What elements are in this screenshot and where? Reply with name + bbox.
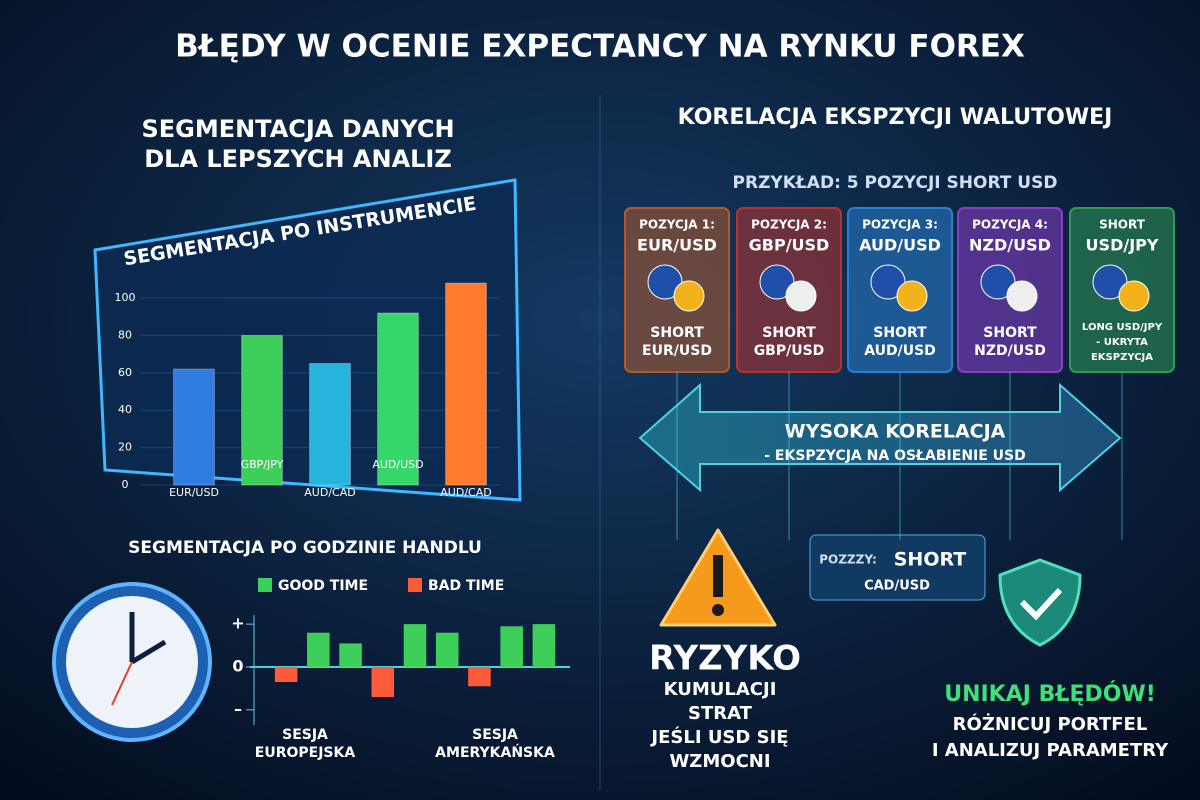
time-bar <box>371 667 395 697</box>
card-pair: EUR/USD <box>637 236 717 255</box>
time-bar <box>468 667 491 687</box>
bar <box>309 362 351 486</box>
time-bar <box>339 643 362 667</box>
risk-line: KUMULACJI <box>664 679 777 700</box>
flag <box>1118 280 1150 312</box>
card-pair: GBP/USD <box>749 236 830 255</box>
flag <box>1092 264 1128 300</box>
warning-icon <box>659 528 777 627</box>
time-bar <box>307 632 330 667</box>
session-label: SESJA <box>472 727 518 743</box>
time-bar <box>403 624 427 667</box>
avoid-line: I ANALIZUJ PARAMETRY <box>932 740 1169 761</box>
right-heading: KORELACJA EKSPZYCJI WALUTOWEJ <box>678 105 1113 130</box>
risk-line: STRAT <box>688 703 753 724</box>
risk-title: RYZYKO <box>649 639 801 679</box>
bar <box>173 368 215 486</box>
time-heading: SEGMENTACJA PO GODZINIE HANDLU <box>128 538 482 558</box>
correlation-arrow <box>638 382 1122 493</box>
summary-box <box>809 534 986 601</box>
legend-swatch <box>408 578 422 592</box>
x-tick-label: AUD/CAD <box>440 486 491 499</box>
y-tick-label: 100 <box>115 291 136 304</box>
avoid-title: UNIKAJ BŁĘDÓW! <box>944 681 1156 707</box>
y-tick-label: 0 <box>232 657 243 676</box>
card-bottom: EKSPZYCJA <box>1091 352 1153 363</box>
x-tick-label: EUR/USD <box>169 486 219 499</box>
bar <box>445 282 487 486</box>
y-tick-label: 80 <box>118 328 132 341</box>
legend-swatch <box>258 578 272 592</box>
bar <box>241 334 283 486</box>
time-bar <box>274 667 298 682</box>
card-top: POZYCJA 2: <box>751 218 827 232</box>
time-bar <box>532 624 556 667</box>
card-pair: AUD/USD <box>859 236 941 255</box>
session-label: AMERYKAŃSKA <box>435 743 555 761</box>
time-bar <box>500 626 523 667</box>
card-bottom: SHORT <box>873 325 927 341</box>
legend-label: GOOD TIME <box>278 578 368 594</box>
card-bottom: AUD/USD <box>864 343 936 359</box>
y-tick-label: 20 <box>118 441 132 454</box>
card-bottom: - UKRYTA <box>1096 337 1148 348</box>
main-title: BŁĘDY W OCENIE EXPECTANCY NA RYNKU FOREX <box>175 29 1025 65</box>
time-bar <box>435 632 459 667</box>
y-tick-label: 0 <box>122 478 129 491</box>
shield-icon <box>998 558 1082 647</box>
card-top: POZYCJA 4: <box>972 218 1048 232</box>
x-tick-label: AUD/USD <box>372 458 423 471</box>
arrow-text: - EKSPZYCJA NA OSŁABIENIE USD <box>764 448 1026 464</box>
flag <box>870 264 906 300</box>
bar <box>377 312 419 486</box>
x-tick-label: AUD/CAD <box>304 486 355 499</box>
card-pair: NZD/USD <box>969 236 1051 255</box>
card-bottom: SHORT <box>762 325 816 341</box>
flag <box>647 264 683 300</box>
card-bottom: GBP/USD <box>754 343 825 359</box>
flag <box>980 264 1016 300</box>
card-bottom: EUR/USD <box>642 343 712 359</box>
avoid-line: RÓŻNICUJ PORTFEL <box>953 713 1148 735</box>
flag <box>1006 280 1038 312</box>
left-heading: SEGMENTACJA DANYCH <box>141 115 454 143</box>
card-top: SHORT <box>1099 218 1146 232</box>
flag <box>759 264 795 300</box>
risk-line: JEŚLI USD SIĘ <box>649 726 788 748</box>
risk-line: WZMOCNI <box>669 751 770 772</box>
x-tick-label: GBP/JPY <box>241 458 284 471</box>
card-bottom: NZD/USD <box>974 343 1046 359</box>
card-bottom: SHORT <box>650 325 704 341</box>
y-tick-label: + <box>231 614 244 633</box>
example-label: PRZYKŁAD: 5 POZYCJI SHORT USD <box>733 173 1058 193</box>
y-tick-label: 60 <box>118 366 132 379</box>
card-pair: USD/JPY <box>1086 236 1159 255</box>
legend-label: BAD TIME <box>428 578 504 594</box>
arrow-text: WYSOKA KORELACJA <box>785 421 1006 443</box>
clock <box>52 582 212 742</box>
box-pair: CAD/USD <box>864 579 930 594</box>
session-label: SESJA <box>282 727 328 743</box>
flag <box>673 280 705 312</box>
flag <box>896 280 928 312</box>
session-label: EUROPEJSKA <box>255 745 356 761</box>
card-top: POZYCJA 1: <box>639 218 715 232</box>
card-bottom: SHORT <box>983 325 1037 341</box>
left-heading: DLA LEPSZYCH ANALIZ <box>144 145 452 173</box>
card-bottom: LONG USD/JPY <box>1082 322 1163 333</box>
box-main: SHORT <box>894 549 967 571</box>
y-tick-label: 40 <box>118 403 132 416</box>
box-prefix: POZZZY: <box>819 553 877 567</box>
flag <box>785 280 817 312</box>
card-top: POZYCJA 3: <box>862 218 938 232</box>
y-tick-label: – <box>234 699 242 718</box>
